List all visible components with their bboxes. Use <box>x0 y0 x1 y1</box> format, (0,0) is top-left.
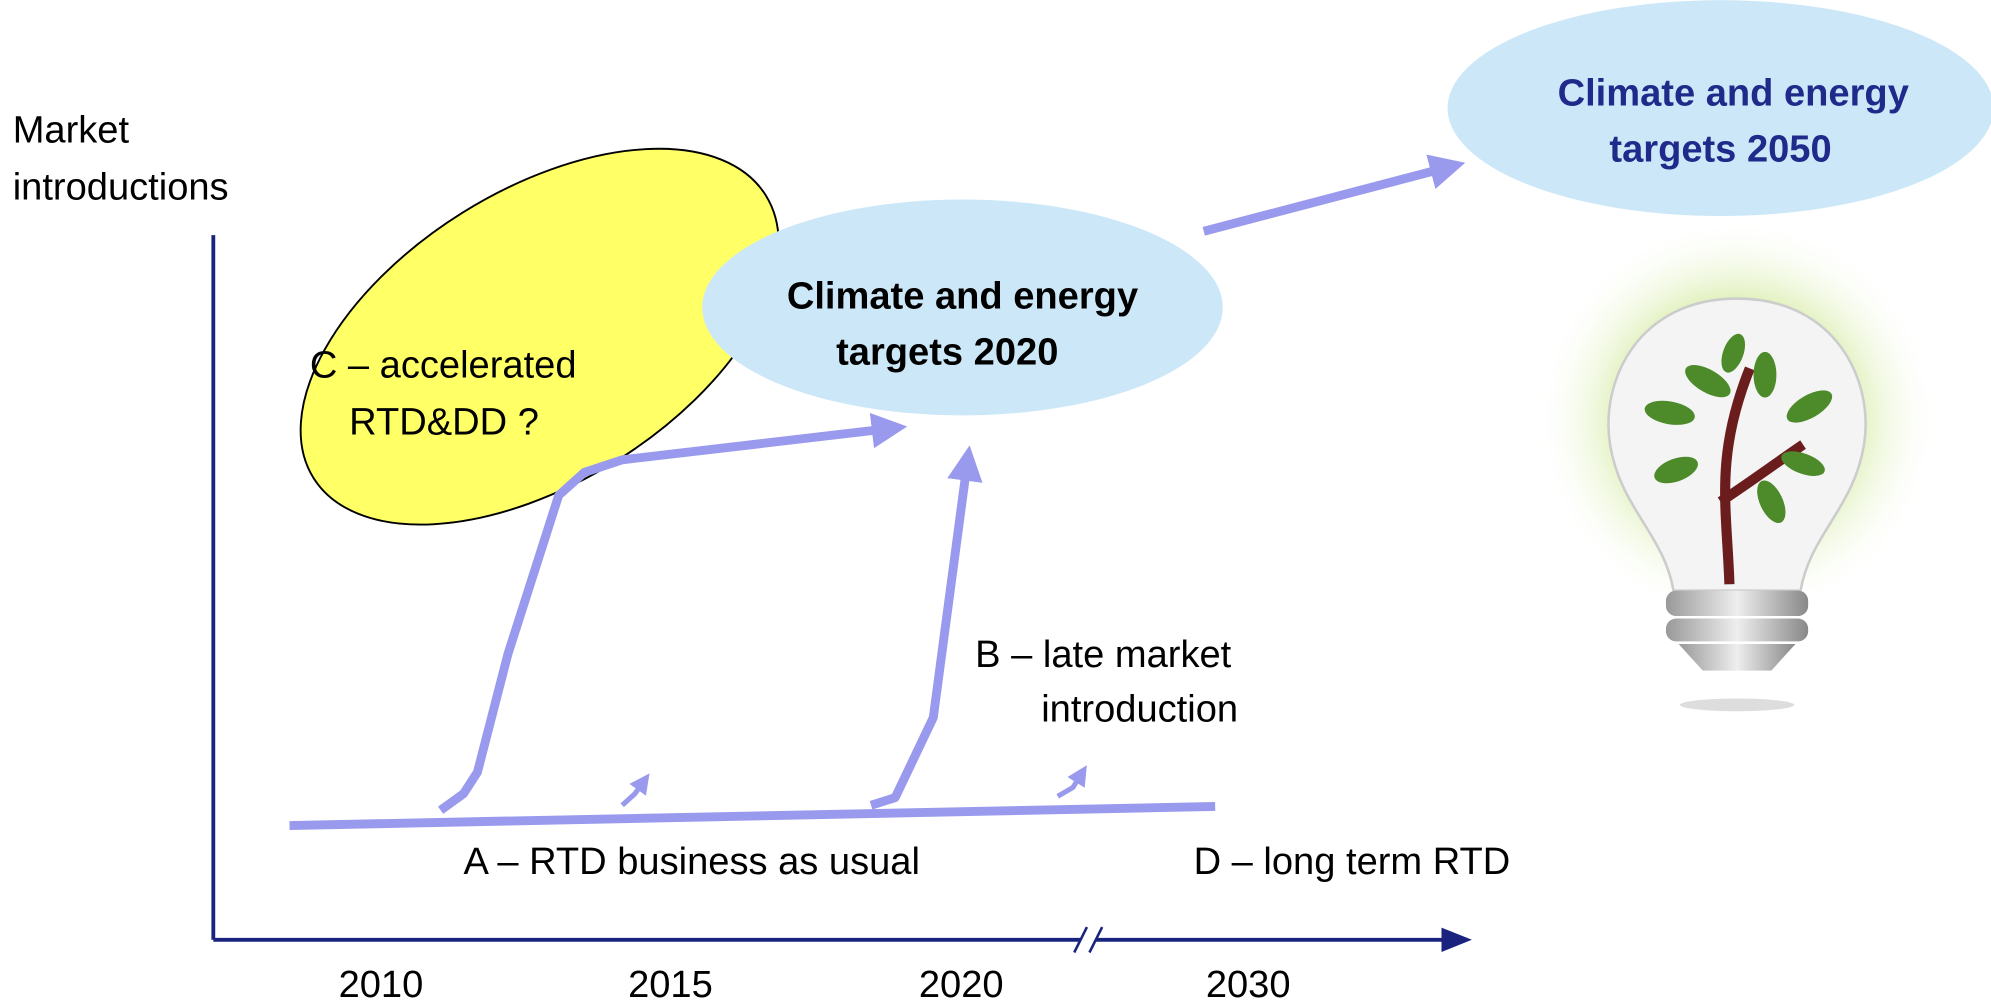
scenario-label: D – long term RTD <box>1194 841 1511 883</box>
target-label: Climate and energy <box>1558 73 1909 115</box>
lightbulb-icon <box>1534 216 1940 711</box>
tick-label: 2020 <box>919 964 1004 1006</box>
axis-label: introductions <box>13 167 229 209</box>
scenario-label: A – RTD business as usual <box>463 841 919 883</box>
target-label: Climate and energy <box>787 276 1138 318</box>
target-label: targets 2020 <box>836 332 1058 374</box>
axis-label: Market <box>13 109 130 151</box>
diagram: Market introductions 2010 2015 2020 2030… <box>0 0 1991 1006</box>
scenario-label: introduction <box>1041 688 1238 730</box>
tick-label: 2030 <box>1206 964 1291 1006</box>
scenario-label: RTD&DD ? <box>349 401 539 443</box>
scenario-label: B – late market <box>975 634 1231 676</box>
target-label: targets 2050 <box>1609 128 1831 170</box>
scenario-label: C – accelerated <box>310 344 577 386</box>
tick-label: 2010 <box>339 964 424 1006</box>
tick-label: 2015 <box>628 964 713 1006</box>
